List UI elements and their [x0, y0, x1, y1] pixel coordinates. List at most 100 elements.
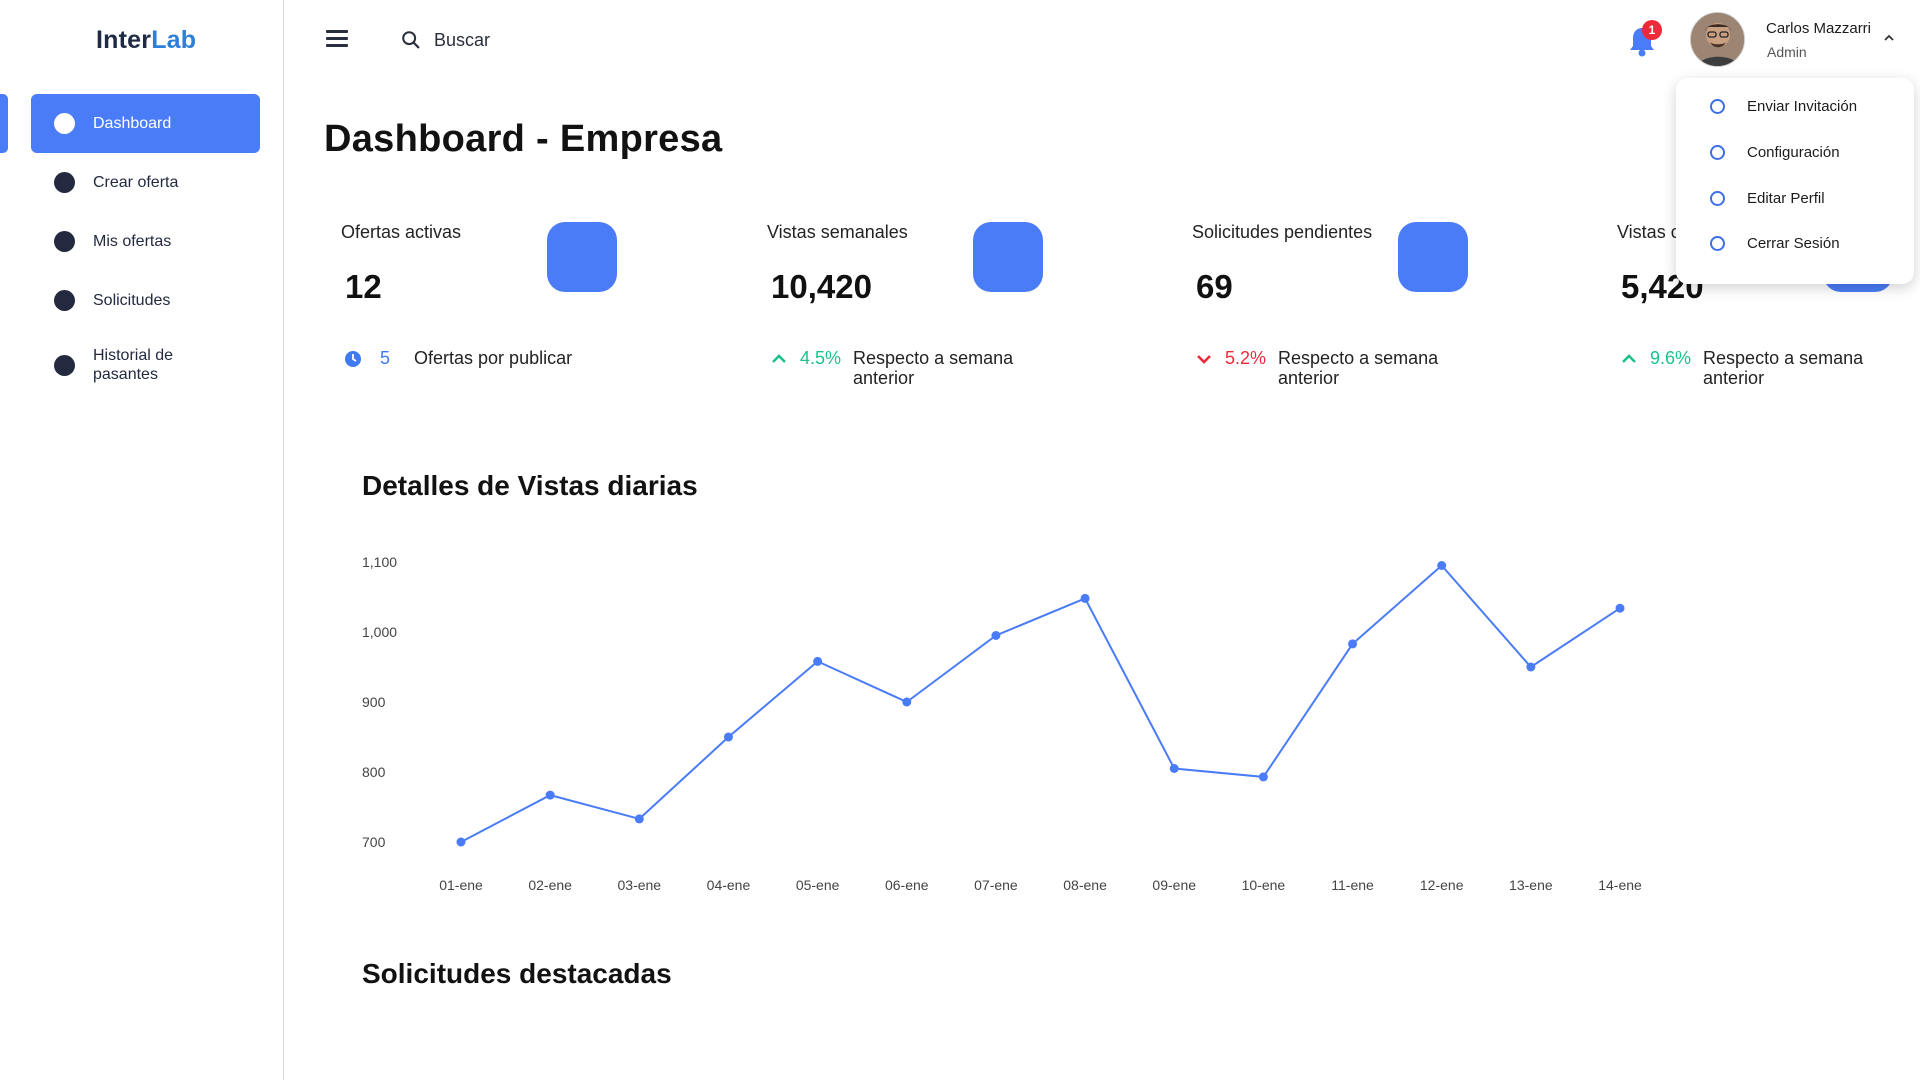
series-line: [460, 564, 1621, 843]
card-trend-pct: 9.6%: [1650, 348, 1692, 368]
card-value: 69: [1196, 268, 1233, 305]
circle-icon: [1710, 99, 1725, 114]
active-indicator: [0, 94, 8, 153]
card-foot-text: Respecto a semana anterior: [1278, 348, 1439, 388]
card-foot-text: Ofertas por publicar: [414, 348, 573, 368]
x-tick-label: 06-ene: [885, 877, 929, 893]
x-tick-label: 04-ene: [707, 877, 751, 893]
page-title: Dashboard - Empresa: [324, 118, 723, 160]
chevron-up-icon[interactable]: [1882, 33, 1896, 43]
search-icon[interactable]: [400, 29, 422, 51]
chart-title: Detalles de Vistas diarias: [362, 470, 698, 501]
stat-card-vistas-semanales: Vistas semanales 10,420 4.5% Respecto a …: [750, 210, 1170, 400]
data-point[interactable]: [545, 790, 555, 800]
menu-icon[interactable]: [326, 30, 350, 50]
data-point[interactable]: [723, 732, 733, 742]
stat-card-ofertas-activas: Ofertas activas 12 5 Ofertas por publica…: [324, 210, 744, 400]
x-tick-label: 08-ene: [1063, 877, 1107, 893]
menu-item-label: Cerrar Sesión: [1747, 235, 1840, 252]
x-tick-label: 07-ene: [974, 877, 1018, 893]
chevron-up-icon: [1622, 354, 1636, 363]
card-title: Vistas c: [1617, 222, 1680, 242]
card-trend-pct: 5.2%: [1225, 348, 1267, 368]
data-point[interactable]: [1437, 561, 1447, 570]
sidebar-item-solicitudes[interactable]: Solicitudes: [31, 271, 260, 330]
sidebar-item-dashboard[interactable]: Dashboard: [31, 94, 260, 153]
stat-card-solicitudes-pendientes: Solicitudes pendientes 69 5.2% Respecto …: [1175, 210, 1595, 400]
circle-icon: [1710, 191, 1725, 206]
card-title: Ofertas activas: [341, 222, 462, 242]
data-point[interactable]: [456, 837, 466, 847]
section-title-solicitudes: Solicitudes destacadas: [362, 958, 672, 989]
avatar[interactable]: [1690, 12, 1745, 67]
clock-icon: [345, 351, 361, 367]
sidebar: InterLab Dashboard Crear oferta Mis ofer…: [0, 0, 284, 1080]
menu-item-label: Enviar Invitación: [1747, 98, 1858, 115]
search-input[interactable]: [434, 29, 684, 51]
x-tick-label: 14-ene: [1598, 877, 1642, 893]
sidebar-item-label: Crear oferta: [93, 174, 179, 191]
data-point[interactable]: [1258, 772, 1268, 782]
sidebar-item-label: Mis ofertas: [93, 233, 172, 250]
card-icon-tile: [547, 222, 617, 292]
data-point[interactable]: [1169, 764, 1179, 773]
chevron-down-icon: [1197, 355, 1211, 364]
sidebar-item-mis-ofertas[interactable]: Mis ofertas: [31, 212, 260, 271]
x-tick-label: 05-ene: [796, 877, 840, 893]
x-tick-label: 11-ene: [1331, 877, 1374, 893]
create-offer-icon: [54, 172, 75, 193]
menu-item-editar-perfil[interactable]: Editar Perfil: [1710, 190, 1825, 207]
y-tick-label: 1,100: [362, 554, 397, 570]
dashboard-icon: [54, 113, 75, 134]
sidebar-item-label: Historial de pasantes: [93, 347, 174, 383]
card-foot-value: 5: [380, 348, 391, 368]
data-point[interactable]: [1348, 639, 1358, 649]
y-tick-label: 900: [362, 694, 386, 710]
data-point[interactable]: [813, 656, 823, 666]
data-point[interactable]: [1080, 593, 1090, 603]
x-tick-label: 12-ene: [1420, 877, 1464, 893]
x-tick-label: 13-ene: [1509, 877, 1553, 893]
card-footer: 5 Ofertas por publicar: [344, 348, 654, 369]
x-tick-label: 09-ene: [1152, 877, 1196, 893]
card-footer: 9.6% Respecto a semana anterior: [1620, 348, 1903, 388]
app-logo[interactable]: InterLab: [96, 26, 196, 55]
card-foot-text: Respecto a semana anterior: [1703, 348, 1864, 388]
card-footer: 4.5% Respecto a semana anterior: [770, 348, 1053, 388]
card-icon-tile: [973, 222, 1043, 292]
user-menu-dropdown: Enviar Invitación Configuración Editar P…: [1676, 78, 1914, 284]
sidebar-nav: Dashboard Crear oferta Mis ofertas Solic…: [31, 94, 260, 400]
chevron-up-icon: [772, 354, 786, 363]
sidebar-item-crear-oferta[interactable]: Crear oferta: [31, 153, 260, 212]
logo-part-1: Inter: [96, 26, 152, 54]
card-footer: 5.2% Respecto a semana anterior: [1195, 348, 1478, 388]
x-tick-label: 02-ene: [528, 877, 572, 893]
user-role: Admin: [1767, 44, 1807, 60]
sidebar-item-label: Dashboard: [93, 115, 172, 132]
data-point[interactable]: [1615, 603, 1625, 613]
data-point[interactable]: [902, 697, 912, 707]
x-tick-label: 03-ene: [618, 877, 662, 893]
user-name: Carlos Mazzarri: [1766, 20, 1872, 37]
data-point[interactable]: [1526, 662, 1536, 672]
menu-item-cerrar-sesion[interactable]: Cerrar Sesión: [1710, 235, 1840, 252]
card-title: Vistas semanales: [767, 222, 908, 242]
circle-icon: [1710, 236, 1725, 251]
notification-badge: 1: [1642, 20, 1662, 40]
menu-item-configuracion[interactable]: Configuración: [1710, 144, 1840, 161]
my-offers-icon: [54, 231, 75, 252]
y-tick-label: 800: [362, 764, 386, 780]
x-tick-label: 01-ene: [439, 877, 483, 893]
data-point[interactable]: [991, 631, 1001, 640]
data-point[interactable]: [634, 814, 644, 824]
logo-part-2: Lab: [151, 26, 197, 54]
card-title: Solicitudes pendientes: [1192, 222, 1373, 242]
menu-item-label: Editar Perfil: [1747, 190, 1825, 207]
card-foot-text: Respecto a semana anterior: [853, 348, 1014, 388]
card-icon-tile: [1398, 222, 1468, 292]
menu-item-enviar-invitacion[interactable]: Enviar Invitación: [1710, 98, 1857, 115]
sidebar-item-historial[interactable]: Historial de pasantes: [31, 330, 260, 400]
x-tick-label: 10-ene: [1242, 877, 1286, 893]
requests-icon: [54, 290, 75, 311]
card-trend-pct: 4.5%: [800, 348, 842, 368]
